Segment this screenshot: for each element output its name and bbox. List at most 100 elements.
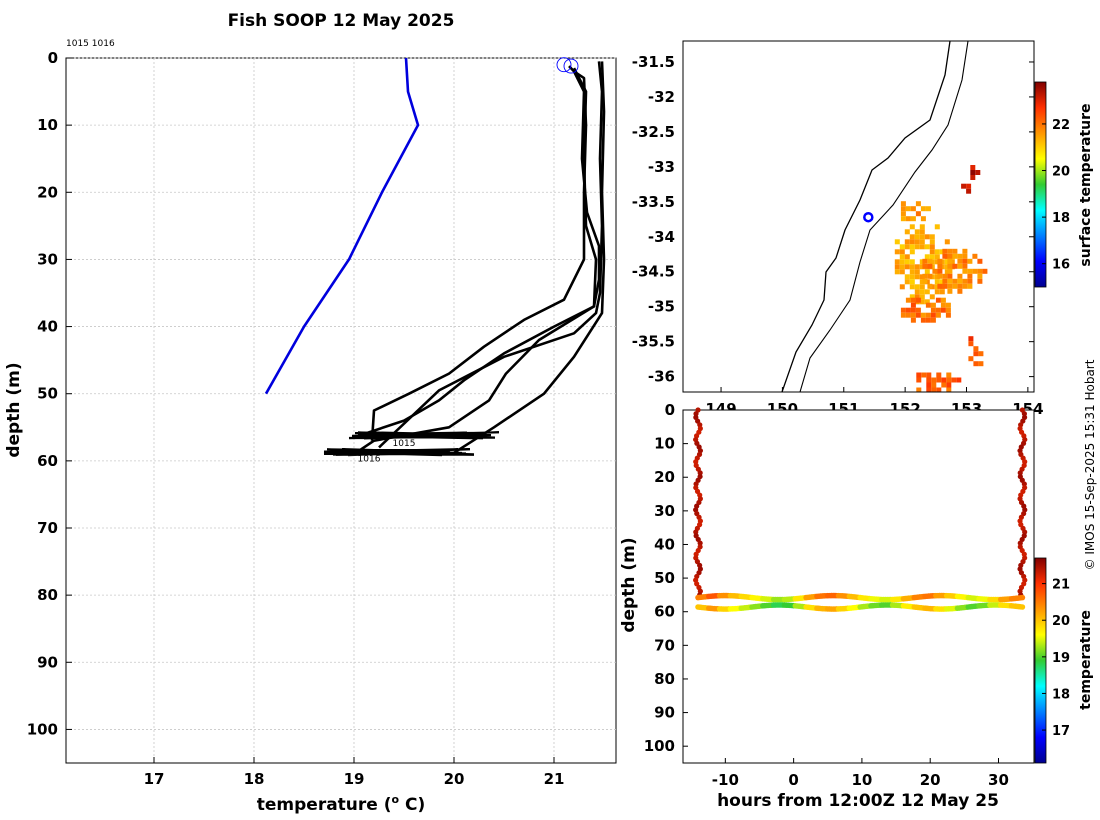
- figure-title: Fish SOOP 12 May 2025: [228, 11, 455, 31]
- profile-y-ticks: 0 10 20 30 40 50 60 70 80 90 100: [27, 49, 72, 738]
- sst-pixel: [970, 165, 976, 170]
- sst-pixel: [944, 269, 950, 275]
- sst-pixel: [937, 263, 943, 269]
- sst-pixel: [894, 259, 900, 265]
- sst-pixel: [937, 268, 943, 274]
- sst-pixel: [934, 259, 940, 265]
- sst-pixel: [956, 377, 962, 383]
- sst-pixel: [920, 312, 926, 318]
- map-y-tick-label: -32.5: [632, 123, 675, 141]
- profile-x-tick-label: 17: [144, 770, 165, 788]
- sst-pixel: [919, 284, 925, 290]
- profile-y-tick-label: 50: [37, 385, 58, 403]
- sst-pixel: [936, 377, 942, 383]
- timeseries-colorbar-tick-label: 18: [1052, 687, 1070, 702]
- sst-pixel: [941, 377, 947, 383]
- bottom-sample-point: [1019, 594, 1026, 601]
- sst-pixel: [894, 239, 900, 245]
- map-y-tick-label: -34.5: [632, 263, 675, 281]
- map-colorbar-label: surface temperature: [1078, 103, 1094, 266]
- sst-pixel: [922, 273, 928, 279]
- timeseries-x-tick-label: 30: [988, 771, 1009, 789]
- sst-pixel: [930, 302, 936, 308]
- timeseries-axes-box: [682, 409, 1035, 764]
- profile-legend-text: 1015 1016: [66, 39, 115, 49]
- sst-pixel: [947, 283, 953, 289]
- bottom-transect-line: [323, 448, 475, 457]
- bottom-transect-line: [348, 431, 500, 440]
- sst-pixel: [926, 382, 932, 388]
- sst-pixel: [899, 244, 905, 250]
- sst-pixel: [939, 249, 945, 255]
- profile-y-tick-label: 40: [37, 318, 58, 336]
- cast-id-label: 1016: [358, 455, 381, 465]
- sst-pixel: [927, 263, 933, 269]
- sst-pixel: [919, 294, 925, 300]
- profile-sample-point: [1017, 540, 1023, 546]
- sst-pixel: [947, 253, 953, 259]
- sst-pixel: [957, 278, 963, 284]
- map-y-tick-label: -35.5: [632, 333, 675, 351]
- timeseries-colorbar: [1034, 557, 1047, 764]
- map-colorbar-tick-label: 18: [1052, 211, 1070, 226]
- sst-pixel: [914, 284, 920, 290]
- sst-pixel: [915, 211, 921, 217]
- profile-sample-point: [697, 470, 703, 476]
- timeseries-y-tick-label: 20: [654, 468, 675, 486]
- sst-pixel: [957, 258, 963, 264]
- sst-pixel: [899, 284, 905, 290]
- sst-pixel: [945, 307, 951, 313]
- sst-pixel: [977, 278, 983, 284]
- profile-sample-point: [693, 481, 699, 487]
- profile-axes-box: [65, 57, 617, 764]
- sst-pixel: [968, 336, 974, 342]
- credit-text: © IMOS 15-Sep-2025 15:31 Hobart: [1083, 359, 1097, 570]
- sst-pixel: [909, 269, 915, 275]
- sst-pixel: [915, 297, 921, 303]
- temperature-profile-line: [378, 61, 604, 449]
- sst-pixel: [967, 258, 973, 264]
- sst-pixel: [899, 259, 905, 265]
- profile-y-axis-label: depth (m): [4, 362, 24, 457]
- profile-x-tick-label: 19: [344, 770, 365, 788]
- timeseries-y-tick-label: 80: [654, 670, 675, 688]
- sst-pixel: [929, 244, 935, 250]
- sst-pixel: [900, 216, 906, 222]
- sst-pixel: [910, 307, 916, 313]
- sst-pixel: [921, 372, 927, 378]
- sst-pixel: [894, 249, 900, 255]
- sst-pixel: [982, 268, 988, 274]
- sst-pixel: [946, 377, 952, 383]
- sst-pixel: [935, 307, 941, 313]
- sst-pixel: [932, 268, 938, 274]
- sst-pixel: [914, 294, 920, 300]
- sst-pixel: [925, 302, 931, 308]
- sst-pixel: [919, 259, 925, 265]
- sst-pixel: [945, 302, 951, 308]
- timeseries-y-tick-label: 10: [654, 435, 675, 453]
- sst-pixel: [915, 312, 921, 318]
- sst-pixel: [931, 382, 937, 388]
- sst-pixel: [910, 317, 916, 323]
- sst-pixel: [920, 216, 926, 222]
- profile-x-tick-label: 21: [544, 770, 565, 788]
- map-shelf-contour: [799, 41, 969, 392]
- sst-pixel: [952, 283, 958, 289]
- sst-pixel: [919, 239, 925, 245]
- sst-pixel: [910, 312, 916, 318]
- sst-pixel: [900, 211, 906, 217]
- sst-pixel: [900, 206, 906, 212]
- sst-pixel: [919, 234, 925, 240]
- timeseries-y-axis-label: depth (m): [619, 537, 639, 632]
- sst-pixel: [944, 259, 950, 265]
- sst-pixel: [909, 279, 915, 285]
- sst-pixel: [944, 239, 950, 245]
- sst-pixel: [942, 273, 948, 279]
- sst-pixel: [914, 269, 920, 275]
- sst-pixel: [919, 274, 925, 280]
- profile-sample-point: [1021, 411, 1027, 417]
- map-colorbar-tick-label: 16: [1052, 258, 1070, 273]
- profile-annotations: 1015 1016: [358, 439, 416, 464]
- sst-pixel: [922, 278, 928, 284]
